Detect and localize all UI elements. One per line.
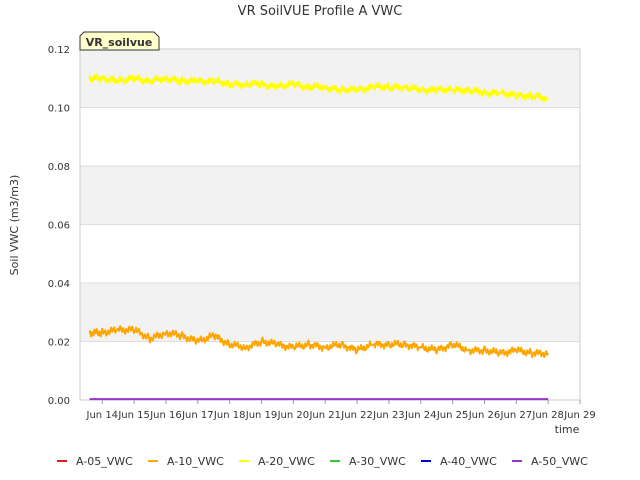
x-tick-label: Jun 15 xyxy=(117,410,150,421)
legend-label: A-20_VWC xyxy=(258,455,315,468)
x-axis-label: time xyxy=(555,423,580,436)
x-tick-label: Jun 25 xyxy=(436,410,469,421)
x-tick-label: Jun 27 xyxy=(500,410,533,421)
legend-label: A-05_VWC xyxy=(76,455,133,468)
series-layer xyxy=(88,73,550,401)
chart-title: VR SoilVUE Profile A VWC xyxy=(238,4,403,19)
x-tick-label: Jun 18 xyxy=(213,410,246,421)
y-tick-label: 0.08 xyxy=(48,162,70,173)
series-line-a-20-vwc xyxy=(88,73,549,103)
x-tick-label: Jun 23 xyxy=(372,410,405,421)
site-badge-label: VR_soilvue xyxy=(86,36,153,49)
y-axis-label: Soil VWC (m3/m3) xyxy=(8,175,21,276)
x-tick-label: Jun 29 xyxy=(563,410,596,421)
y-tick-label: 0.04 xyxy=(48,279,70,290)
x-tick-label: Jun 28 xyxy=(531,410,564,421)
background-bands xyxy=(80,49,580,342)
x-tick-label: Jun 19 xyxy=(245,410,278,421)
x-tick-label: Jun 20 xyxy=(277,410,310,421)
legend-label: A-10_VWC xyxy=(167,455,224,468)
y-axis-ticks: 0.00 0.02 0.04 0.06 0.08 0.10 0.12 xyxy=(48,45,70,407)
x-tick-label: Jun 22 xyxy=(340,410,373,421)
x-axis-ticks: Jun 14 Jun 15 Jun 16 Jun 17 Jun 18 Jun 19 Jun … xyxy=(86,400,596,421)
x-tick-label: Jun 16 xyxy=(149,410,182,421)
y-tick-label: 0.02 xyxy=(48,338,70,349)
legend-label: A-30_VWC xyxy=(349,455,406,468)
band xyxy=(80,283,580,342)
band xyxy=(80,166,580,225)
x-tick-label: Jun 24 xyxy=(404,410,437,421)
y-tick-label: 0.12 xyxy=(48,45,70,56)
y-tick-label: 0.00 xyxy=(48,396,70,407)
y-tick-label: 0.06 xyxy=(48,221,70,232)
x-tick-label: Jun 26 xyxy=(468,410,501,421)
site-badge: VR_soilvue xyxy=(79,31,160,51)
legend: A-05_VWC A-10_VWC A-20_VWC A-30_VWC A-40_VWC… xyxy=(57,455,588,468)
x-tick-label: Jun 14 xyxy=(86,410,119,421)
series-line-a-10-vwc xyxy=(88,325,550,359)
x-tick-label: Jun 17 xyxy=(181,410,214,421)
legend-label: A-50_VWC xyxy=(531,455,588,468)
legend-label: A-40_VWC xyxy=(440,455,497,468)
x-tick-label: Jun 21 xyxy=(308,410,341,421)
y-tick-label: 0.10 xyxy=(48,104,70,115)
